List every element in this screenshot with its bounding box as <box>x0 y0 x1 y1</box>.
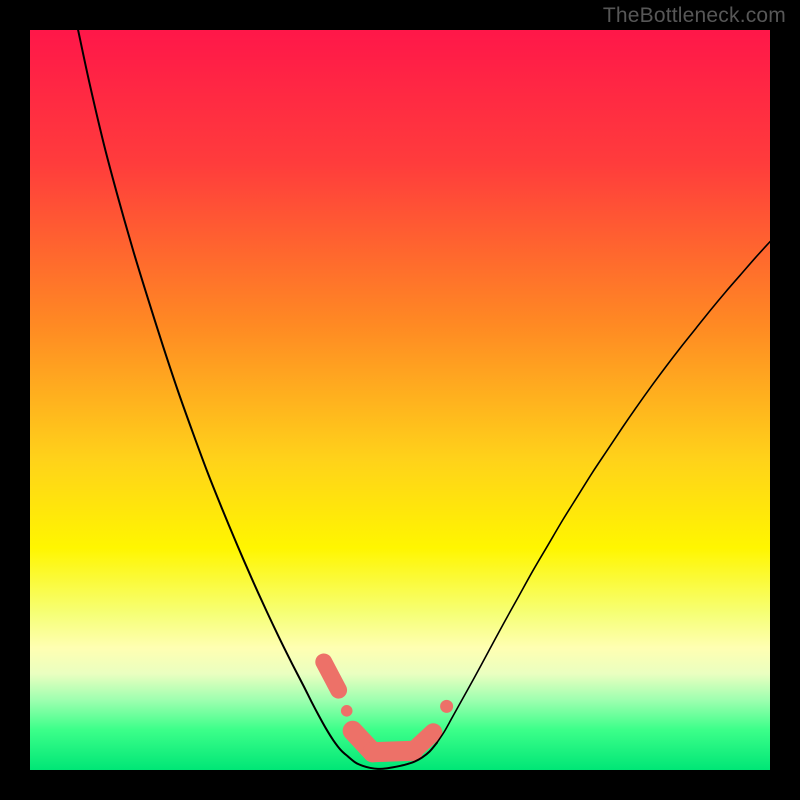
marker-dot <box>341 705 353 717</box>
gradient-background <box>30 30 770 770</box>
marker-dot <box>440 700 453 713</box>
watermark-text: TheBottleneck.com <box>603 4 786 28</box>
plot-svg <box>30 30 770 770</box>
plot-area <box>30 30 770 770</box>
